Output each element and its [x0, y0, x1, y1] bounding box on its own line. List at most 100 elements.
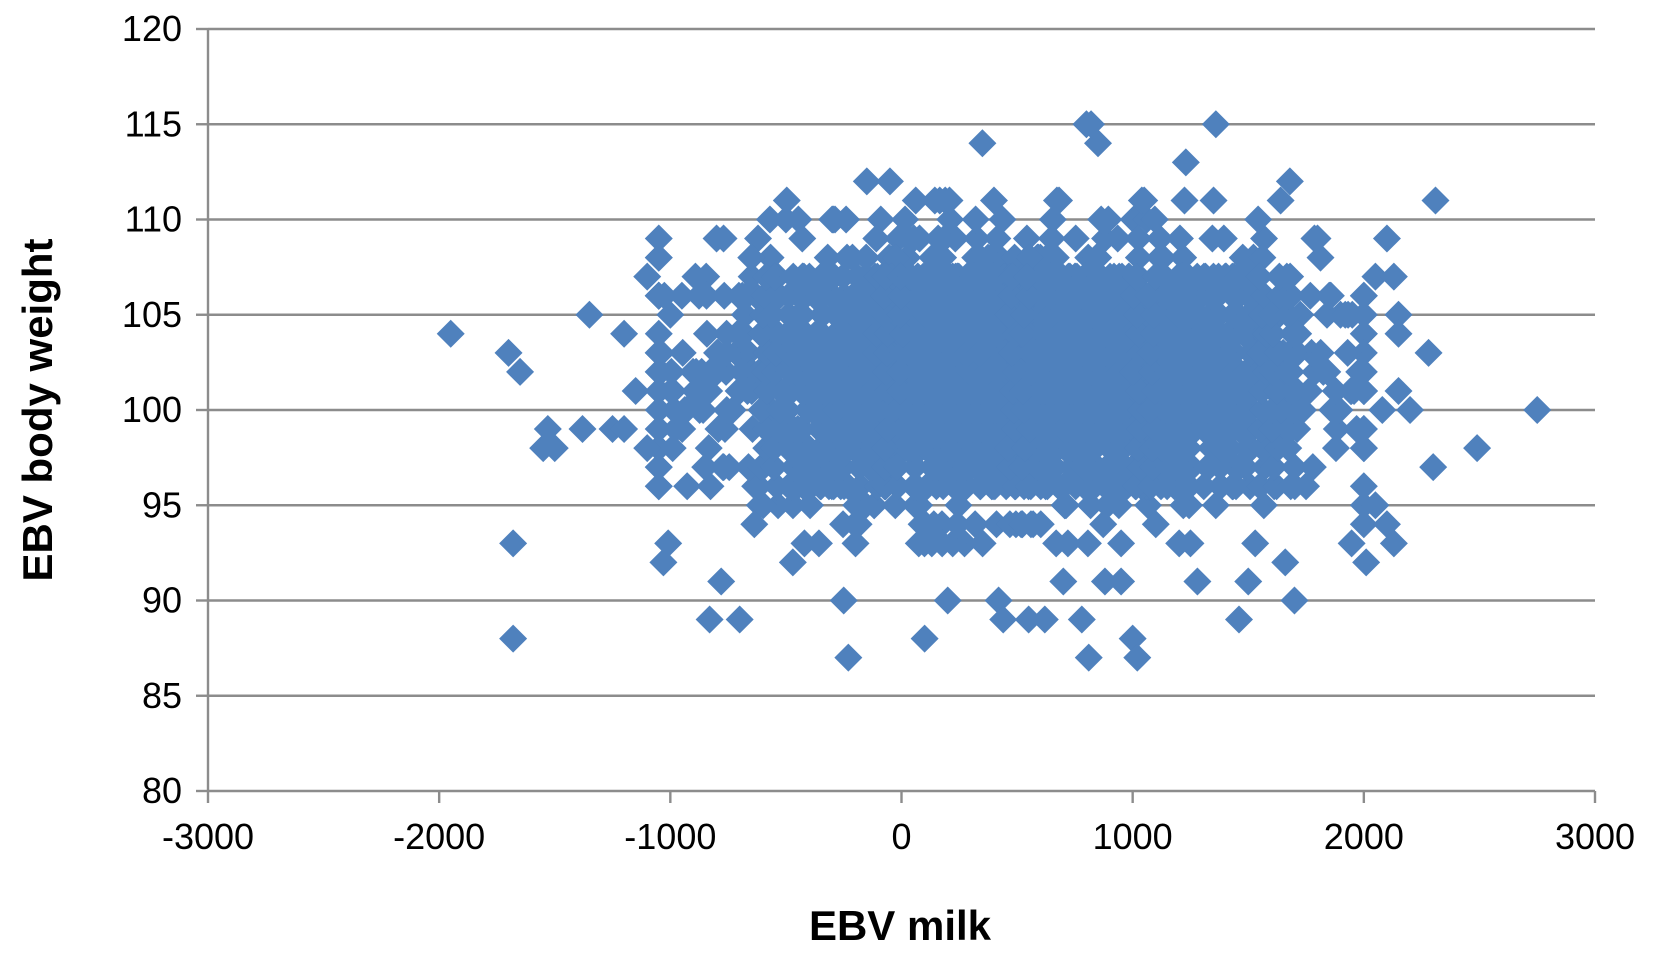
data-point [846, 472, 875, 501]
data-point [983, 357, 1012, 386]
data-point [1109, 434, 1138, 463]
data-point [1352, 548, 1381, 577]
data-point [791, 376, 820, 405]
data-point [1234, 567, 1263, 596]
data-point [1379, 529, 1408, 558]
data-point [1248, 243, 1277, 272]
data-point [1141, 510, 1170, 539]
data-point [633, 434, 662, 463]
data-point [1222, 376, 1251, 405]
data-point [955, 300, 984, 329]
data-point [1368, 396, 1397, 424]
data-point [982, 319, 1011, 348]
data-point [1201, 110, 1230, 139]
data-point [888, 319, 917, 348]
data-point [1384, 376, 1413, 405]
data-point [644, 281, 673, 310]
data-point [1078, 453, 1107, 482]
data-point [891, 205, 920, 234]
data-point [1231, 453, 1260, 482]
data-point [1276, 472, 1305, 501]
data-point [912, 319, 941, 348]
data-point [772, 186, 801, 215]
data-point [915, 338, 944, 367]
data-point [793, 396, 822, 424]
data-point [1193, 415, 1222, 444]
data-point [1248, 434, 1277, 463]
data-points [436, 110, 1552, 672]
data-point [829, 510, 858, 539]
data-point [1036, 434, 1065, 463]
data-point [1042, 186, 1071, 215]
data-point [506, 357, 535, 386]
data-point [1175, 472, 1204, 501]
data-point [1081, 434, 1110, 463]
data-point [1121, 262, 1150, 291]
data-point [1106, 472, 1135, 501]
data-point [1011, 434, 1040, 463]
data-point [756, 243, 785, 272]
data-point [1178, 281, 1207, 310]
y-tick-label: 90 [142, 580, 182, 621]
data-point [871, 434, 900, 463]
data-point [1275, 338, 1304, 367]
data-point [1321, 434, 1350, 463]
data-point [692, 319, 721, 348]
data-point [1049, 567, 1078, 596]
data-point [755, 205, 784, 234]
data-point [1145, 224, 1174, 253]
data-point [1026, 472, 1055, 501]
data-point [788, 224, 817, 253]
data-point [1361, 262, 1390, 291]
data-point [901, 186, 930, 215]
data-point [1276, 415, 1305, 444]
data-point [1249, 491, 1278, 520]
data-point [847, 338, 876, 367]
data-point [1091, 338, 1120, 367]
data-point [818, 415, 847, 444]
data-point [1124, 434, 1153, 463]
data-point [1124, 224, 1153, 253]
data-point [621, 376, 650, 405]
data-point [871, 262, 900, 291]
data-point [1074, 643, 1103, 672]
data-point [1150, 319, 1179, 348]
data-point [773, 319, 802, 348]
data-point [499, 624, 528, 653]
data-point [790, 281, 819, 310]
data-point [1189, 472, 1218, 501]
data-point [1277, 376, 1306, 405]
data-point [633, 262, 662, 291]
data-point [1349, 472, 1378, 501]
data-point [695, 605, 724, 634]
data-point [1421, 186, 1450, 215]
data-point [1248, 376, 1277, 405]
data-point [1107, 376, 1136, 405]
data-point [1205, 300, 1234, 329]
data-point [1349, 319, 1378, 348]
data-point [730, 300, 759, 329]
data-point [1107, 567, 1136, 596]
data-point [940, 434, 969, 463]
data-point [661, 415, 690, 444]
data-point [930, 396, 959, 424]
data-point [1137, 472, 1166, 501]
data-point [1122, 300, 1151, 329]
data-point [804, 529, 833, 558]
data-point [841, 529, 870, 558]
data-point [1165, 224, 1194, 253]
data-point [989, 605, 1018, 634]
data-point [1274, 300, 1303, 329]
data-point [1107, 319, 1136, 348]
data-point [1322, 415, 1351, 444]
data-point [1177, 376, 1206, 405]
data-point [1014, 605, 1043, 634]
data-point [856, 415, 885, 444]
data-point [1258, 357, 1287, 386]
data-point [707, 567, 736, 596]
data-point [984, 586, 1013, 615]
data-point [885, 357, 914, 386]
data-point [1090, 567, 1119, 596]
data-point [843, 262, 872, 291]
data-point [858, 376, 887, 405]
